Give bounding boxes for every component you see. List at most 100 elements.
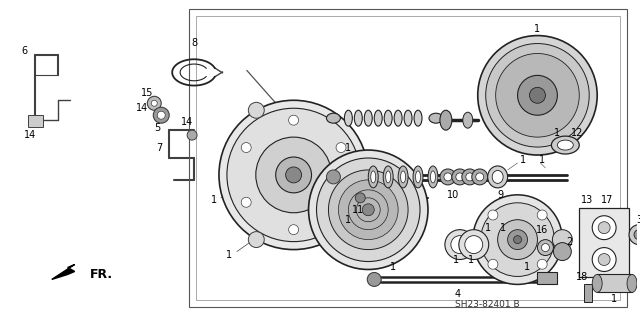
Circle shape xyxy=(219,100,368,249)
Circle shape xyxy=(473,195,563,285)
Ellipse shape xyxy=(485,113,494,127)
Circle shape xyxy=(472,169,488,185)
Text: 4: 4 xyxy=(455,289,461,299)
Text: 15: 15 xyxy=(141,88,154,98)
Circle shape xyxy=(554,243,572,261)
Circle shape xyxy=(529,87,545,103)
Circle shape xyxy=(289,115,299,125)
Circle shape xyxy=(541,244,549,252)
Text: 18: 18 xyxy=(576,272,588,282)
Text: 14: 14 xyxy=(24,130,36,140)
Text: 1: 1 xyxy=(452,255,459,264)
Ellipse shape xyxy=(463,112,473,128)
Text: 1: 1 xyxy=(520,155,525,165)
Text: 17: 17 xyxy=(601,195,613,205)
Text: 1: 1 xyxy=(484,223,491,233)
Text: 6: 6 xyxy=(22,46,28,56)
Text: 7: 7 xyxy=(156,143,163,153)
Circle shape xyxy=(360,167,376,183)
Circle shape xyxy=(336,143,346,152)
Circle shape xyxy=(518,75,557,115)
Circle shape xyxy=(187,130,197,140)
Circle shape xyxy=(537,210,547,220)
Ellipse shape xyxy=(552,136,579,154)
Ellipse shape xyxy=(371,171,376,183)
Text: 1: 1 xyxy=(226,249,232,260)
Circle shape xyxy=(598,222,610,234)
Circle shape xyxy=(592,216,616,240)
Circle shape xyxy=(348,190,388,230)
Circle shape xyxy=(488,210,498,220)
Text: 1: 1 xyxy=(534,24,541,33)
Circle shape xyxy=(444,173,452,181)
Circle shape xyxy=(498,220,538,260)
Circle shape xyxy=(513,236,522,244)
Polygon shape xyxy=(52,264,75,279)
Ellipse shape xyxy=(429,113,443,123)
Ellipse shape xyxy=(368,166,378,188)
Text: FR.: FR. xyxy=(90,268,113,281)
Text: 13: 13 xyxy=(581,195,593,205)
Circle shape xyxy=(629,225,640,245)
Text: 1: 1 xyxy=(524,263,531,272)
Ellipse shape xyxy=(394,110,402,126)
Ellipse shape xyxy=(414,110,422,126)
Ellipse shape xyxy=(557,140,573,150)
Ellipse shape xyxy=(383,166,393,188)
Text: 1: 1 xyxy=(554,128,561,138)
Ellipse shape xyxy=(374,110,382,126)
Text: 16: 16 xyxy=(536,225,548,235)
Circle shape xyxy=(317,158,420,262)
Ellipse shape xyxy=(428,166,438,188)
Text: 14: 14 xyxy=(181,117,193,127)
Text: 9: 9 xyxy=(497,190,504,200)
Circle shape xyxy=(592,248,616,271)
Ellipse shape xyxy=(364,110,372,126)
Circle shape xyxy=(486,44,589,147)
Circle shape xyxy=(465,236,483,254)
Ellipse shape xyxy=(431,171,435,183)
Text: 1: 1 xyxy=(540,155,545,165)
Text: 1: 1 xyxy=(346,143,351,153)
Circle shape xyxy=(367,272,381,286)
Text: 2: 2 xyxy=(566,237,572,247)
Text: 10: 10 xyxy=(447,190,459,200)
Ellipse shape xyxy=(505,113,514,127)
Text: 14: 14 xyxy=(136,103,148,113)
Circle shape xyxy=(452,169,468,185)
Circle shape xyxy=(355,193,365,203)
Ellipse shape xyxy=(386,171,390,183)
Circle shape xyxy=(440,169,456,185)
Ellipse shape xyxy=(507,116,512,124)
Circle shape xyxy=(241,143,251,152)
Text: 8: 8 xyxy=(191,38,197,48)
Circle shape xyxy=(356,198,380,222)
Ellipse shape xyxy=(398,166,408,188)
Text: 1: 1 xyxy=(611,294,617,304)
Circle shape xyxy=(481,203,554,277)
Circle shape xyxy=(151,100,157,106)
Circle shape xyxy=(147,96,161,110)
Circle shape xyxy=(153,107,169,123)
Circle shape xyxy=(456,173,464,181)
Ellipse shape xyxy=(344,110,353,126)
Text: 3: 3 xyxy=(636,215,640,225)
Ellipse shape xyxy=(627,274,637,293)
Ellipse shape xyxy=(415,171,420,183)
Text: 11: 11 xyxy=(352,205,364,215)
Ellipse shape xyxy=(495,113,504,127)
Text: 5: 5 xyxy=(154,123,161,133)
Circle shape xyxy=(248,232,264,248)
Bar xyxy=(196,16,620,300)
Circle shape xyxy=(289,225,299,235)
Circle shape xyxy=(248,102,264,118)
Bar xyxy=(538,272,557,285)
Ellipse shape xyxy=(488,166,508,188)
Circle shape xyxy=(256,137,332,213)
Ellipse shape xyxy=(413,166,423,188)
Text: SH23-82401 B: SH23-82401 B xyxy=(456,300,520,309)
Circle shape xyxy=(276,157,312,193)
Circle shape xyxy=(459,230,489,260)
Bar xyxy=(579,208,629,278)
Circle shape xyxy=(462,169,477,185)
